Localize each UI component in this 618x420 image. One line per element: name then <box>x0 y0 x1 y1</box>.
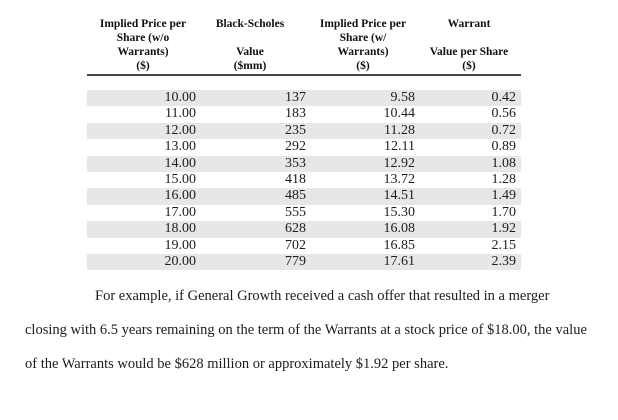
table-cell: 418 <box>285 172 306 188</box>
column-header-line: Value per Share <box>429 46 509 58</box>
table-cell: 12.00 <box>164 122 197 138</box>
column-header-line: Implied Price per <box>99 18 187 30</box>
table-cell: 1.92 <box>491 221 517 237</box>
column-header-line: ($) <box>462 60 476 72</box>
table-cell: 14.00 <box>164 155 197 171</box>
table-cell: 16.08 <box>383 221 416 237</box>
table-cell: 10.44 <box>383 106 416 122</box>
table-cell: 0.72 <box>491 122 517 138</box>
table-cell: 183 <box>285 106 306 122</box>
table-cell: 485 <box>285 188 306 204</box>
column-header: Implied Price per Share (w/Warrants) ($) <box>317 17 417 76</box>
column-header-line <box>417 31 521 45</box>
table-cell: 1.08 <box>491 155 517 171</box>
table-row: 20.00 779 17.61 2.39 <box>87 254 521 271</box>
table-row: 12.00 235 11.28 0.72 <box>87 122 521 140</box>
column-header-line: ($) <box>136 60 150 72</box>
column-header-line: Black-Scholes <box>215 18 285 30</box>
table-cell: 555 <box>285 204 306 220</box>
table-row: 17.00 555 15.30 1.70 <box>87 205 521 221</box>
table-cell: 15.00 <box>164 172 197 188</box>
table-body: 10.00 137 9.58 0.42 11.00 183 10.44 0.56 12.00 23… <box>87 90 521 271</box>
table-row: 19.00 702 16.85 2.15 <box>87 238 521 254</box>
table-cell: 0.89 <box>491 139 517 155</box>
table-cell: 1.49 <box>491 188 517 204</box>
table-cell: 11.28 <box>384 122 415 138</box>
column-header-line: Warrants) <box>337 46 389 58</box>
table-cell: 14.51 <box>383 188 416 204</box>
table-row: 15.00 418 13.72 1.28 <box>87 172 521 188</box>
table-header-row: Implied Price per Share (w/o Warrants) ($) B… <box>87 17 521 76</box>
table-cell: 12.11 <box>384 139 415 155</box>
table-cell: 1.70 <box>491 204 517 220</box>
paragraph-line-1: For example, if General Growth received … <box>95 288 550 304</box>
column-header-line: Share (w/o <box>116 32 170 44</box>
header-spacer-row <box>87 75 521 90</box>
column-header-line: Implied Price per <box>319 18 407 30</box>
table-cell: 2.39 <box>491 254 517 270</box>
column-header-line: Warrants) <box>117 46 169 58</box>
table-cell: 292 <box>285 139 306 155</box>
table-cell: 15.30 <box>383 204 416 220</box>
table-row: 16.00 485 14.51 1.49 <box>87 188 521 205</box>
table-cell: 20.00 <box>164 254 197 270</box>
column-header-line <box>199 31 301 45</box>
column-header-line: Value <box>236 46 264 58</box>
table-cell: 9.58 <box>390 90 416 105</box>
warrant-valuation-table: Implied Price per Share (w/o Warrants) ($) B… <box>87 17 521 271</box>
table-cell: 235 <box>285 122 306 138</box>
table-row: 13.00 292 12.11 0.89 <box>87 139 521 155</box>
paragraph-line-3: of the Warrants would be $628 million or… <box>25 356 449 372</box>
column-header-line: ($mm) <box>233 60 267 72</box>
table-cell: 11.00 <box>165 106 196 122</box>
column-header: Implied Price per Share (w/o Warrants) ($) <box>87 17 199 76</box>
table-cell: 13.00 <box>164 139 197 155</box>
table-cell: 17.61 <box>383 254 416 270</box>
table-cell: 353 <box>285 155 306 171</box>
table-cell: 16.00 <box>164 188 197 204</box>
table-cell: 137 <box>285 90 306 105</box>
table-row: 18.00 628 16.08 1.92 <box>87 221 521 238</box>
table-cell: 1.28 <box>491 172 517 188</box>
table-row: 11.00 183 10.44 0.56 <box>87 106 521 122</box>
table-cell: 12.92 <box>383 155 416 171</box>
table-cell: 0.56 <box>491 106 517 122</box>
body-paragraph: For example, if General Growth received … <box>25 279 587 381</box>
table-cell: 16.85 <box>383 237 416 253</box>
column-header-line: Warrant <box>447 18 491 30</box>
table-cell: 702 <box>285 237 306 253</box>
table-row: 10.00 137 9.58 0.42 <box>87 90 521 107</box>
column-header: Black-Scholes Value ($mm) <box>199 17 317 76</box>
table-cell: 18.00 <box>164 221 197 237</box>
table-cell: 0.42 <box>491 90 517 105</box>
table-cell: 2.15 <box>491 237 517 253</box>
column-header-line: ($) <box>356 60 370 72</box>
table-cell: 628 <box>285 221 306 237</box>
table-cell: 10.00 <box>164 90 197 105</box>
paragraph-line-2: closing with 6.5 years remaining on the … <box>25 322 587 338</box>
table-header: Implied Price per Share (w/o Warrants) ($) B… <box>87 17 521 90</box>
table-cell: 19.00 <box>164 237 197 253</box>
column-header: Warrant Value per Share ($) <box>417 17 521 76</box>
table-cell: 17.00 <box>164 204 197 220</box>
table-cell: 779 <box>285 254 306 270</box>
table-row: 14.00 353 12.92 1.08 <box>87 155 521 173</box>
table-cell: 13.72 <box>383 172 416 188</box>
column-header-line: Share (w/ <box>339 32 387 44</box>
